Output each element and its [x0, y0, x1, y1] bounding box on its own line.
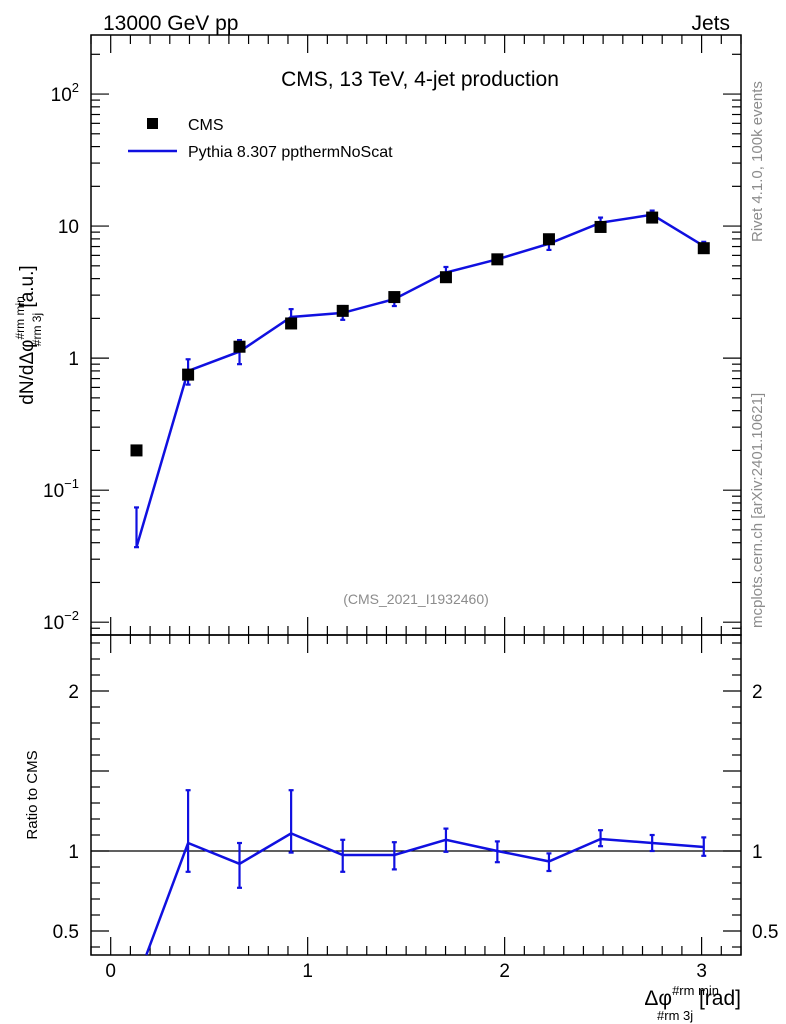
x-tick-label: 3 — [696, 961, 707, 982]
ratio-y-tick-labels: 0.5 0.5 1 1 2 2 — [53, 682, 779, 943]
cms-data-point — [542, 233, 555, 246]
cms-data-point — [182, 368, 195, 381]
ratio-plot-frame — [90, 634, 742, 956]
cms-data-point — [697, 242, 710, 255]
main-y-tick-label: 10 — [58, 217, 79, 238]
ratio-y-tick-label: 0.5 — [53, 922, 79, 943]
plot-title: CMS, 13 TeV, 4-jet production — [281, 68, 559, 91]
ratio-x-tick-labels: 0 1 2 3 — [105, 961, 706, 982]
legend: CMS Pythia 8.307 ppthermNoScat — [128, 117, 393, 161]
mcplots-label: mcplots.cern.ch [arXiv:2401.10621] — [749, 393, 766, 628]
legend-label-pythia: Pythia 8.307 ppthermNoScat — [188, 144, 393, 161]
ratio-line — [145, 832, 704, 956]
cms-data-point — [594, 220, 607, 233]
ratio-y-tick-label-right: 2 — [752, 682, 763, 703]
ratio-error-bars — [185, 789, 707, 889]
cms-data-point — [439, 271, 452, 284]
main-y-tick-labels: 10−2 10−1 1 10 102 — [43, 80, 79, 634]
main-axis-ticks — [90, 35, 742, 636]
svg-text:Δφ#rm min#rm 3j [rad]: Δφ#rm min #rm 3j [rad] — [644, 983, 741, 1023]
legend-marker-cms — [147, 118, 158, 129]
cms-data-point — [646, 211, 659, 224]
analysis-id: (CMS_2021_I1932460) — [343, 591, 489, 607]
ratio-y-tick-label-right: 0.5 — [752, 922, 778, 943]
ratio-y-axis-title: Ratio to CMS — [24, 750, 41, 839]
cms-data-point — [336, 304, 349, 317]
ratio-y-tick-label: 1 — [68, 842, 79, 863]
main-y-tick-label: 10−1 — [43, 476, 79, 502]
cms-data-point — [130, 444, 143, 457]
x-tick-label: 0 — [105, 961, 116, 982]
ratio-y-tick-label-right: 1 — [752, 842, 763, 863]
main-y-tick-label: 1 — [68, 349, 79, 370]
cms-data-point — [388, 291, 401, 304]
header-right: Jets — [691, 12, 730, 35]
legend-label-cms: CMS — [188, 117, 224, 134]
cms-markers — [130, 211, 710, 457]
pythia-line — [135, 213, 705, 548]
cms-data-point — [233, 340, 246, 353]
main-y-tick-label: 102 — [51, 80, 79, 106]
x-tick-label: 1 — [302, 961, 313, 982]
cms-data-point — [285, 317, 298, 330]
x-axis-title: Δφ#rm min #rm 3j [rad] — [644, 983, 741, 1023]
header-left: 13000 GeV pp — [103, 12, 238, 35]
ratio-y-tick-label: 2 — [68, 682, 79, 703]
rivet-label: Rivet 4.1.0, 100k events — [749, 81, 766, 242]
x-tick-label: 2 — [499, 961, 510, 982]
main-y-tick-label: 10−2 — [43, 608, 79, 634]
cms-data-point — [491, 253, 504, 266]
